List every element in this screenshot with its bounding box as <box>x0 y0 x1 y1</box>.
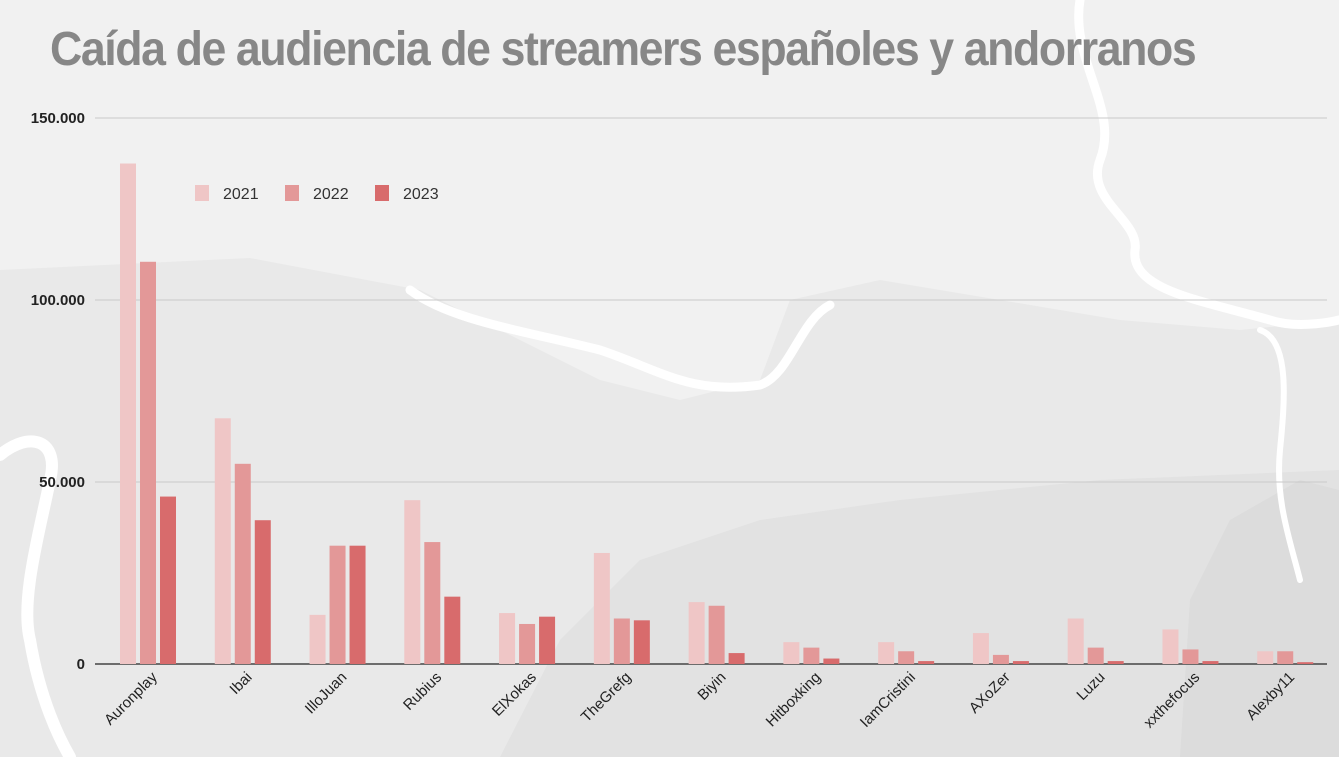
x-tick-label: ElXokas <box>489 669 540 720</box>
y-tick-label: 150.000 <box>31 110 85 127</box>
x-axis: Auronplay Ibai IlloJuan Rubius ElXokas TheGre… <box>101 668 1298 731</box>
bar-2021-illojuan <box>309 614 326 664</box>
bar-2022-hitboxking <box>803 647 820 664</box>
x-tick-label: TheGrefg <box>578 669 635 726</box>
x-tick-label: xxthefocus <box>1141 669 1204 732</box>
bar-2022-illojuan <box>329 545 346 664</box>
legend-label-2023: 2023 <box>403 186 439 203</box>
bar-2023-thegrefg <box>633 620 650 664</box>
bar-2022-ibai <box>234 463 251 664</box>
bar-2022-biyin <box>708 605 725 664</box>
y-tick-label: 50.000 <box>39 474 85 491</box>
bar-2022-elxokas <box>519 623 536 664</box>
x-tick-label: Hitboxking <box>763 669 825 731</box>
bar-2022-xxthefocus <box>1182 649 1199 664</box>
bar-2023-biyin <box>728 653 745 664</box>
bar-2022-auronplay <box>140 261 156 664</box>
bar-2023-alexby11 <box>1297 662 1314 664</box>
bar-2023-elxokas <box>539 616 556 664</box>
bar-2021-biyin <box>688 602 705 664</box>
legend-swatch-2022 <box>285 185 299 201</box>
bar-2023-auronplay <box>160 496 176 664</box>
bar-2023-xxthefocus <box>1202 661 1219 664</box>
bar-2023-iamcristini <box>918 661 935 664</box>
bar-2021-alexby11 <box>1257 651 1274 664</box>
bar-2022-iamcristini <box>898 651 915 664</box>
legend-label-2022: 2022 <box>313 186 349 203</box>
bar-2023-luzu <box>1107 661 1124 664</box>
bar-2022-luzu <box>1087 647 1104 664</box>
bar-2023-illojuan <box>349 545 366 664</box>
bar-2021-rubius <box>404 500 421 664</box>
legend-swatch-2021 <box>195 185 209 201</box>
bar-2023-hitboxking <box>823 658 840 664</box>
y-tick-label: 0 <box>77 656 85 673</box>
bar-2022-thegrefg <box>613 618 630 664</box>
x-tick-label: AXoZer <box>966 669 1014 717</box>
x-tick-label: Ibai <box>226 669 255 698</box>
bar-2023-rubius <box>444 596 461 664</box>
bar-2021-ibai <box>214 418 231 664</box>
bar-2021-luzu <box>1067 618 1084 664</box>
x-tick-label: Alexby11 <box>1243 669 1298 724</box>
bar-2021-thegrefg <box>593 552 610 664</box>
bar-2021-auronplay <box>120 163 136 664</box>
bar-2021-elxokas <box>499 613 516 664</box>
x-tick-label: IlloJuan <box>302 669 351 718</box>
x-tick-label: IamCristini <box>857 669 919 731</box>
x-tick-label: Rubius <box>400 669 445 714</box>
bar-2021-hitboxking <box>783 642 800 664</box>
x-tick-label: Auronplay <box>101 668 161 728</box>
legend-swatch-2023 <box>375 185 389 201</box>
bar-2021-xxthefocus <box>1162 629 1179 664</box>
x-tick-label: Luzu <box>1073 669 1108 704</box>
legend: 2021 2022 2023 <box>195 185 439 203</box>
bar-2022-axozer <box>992 654 1009 664</box>
bar-2021-iamcristini <box>878 642 895 664</box>
gridlines <box>95 117 1327 483</box>
bar-2022-alexby11 <box>1277 651 1294 664</box>
bar-2021-axozer <box>972 633 989 664</box>
bar-2022-rubius <box>424 542 441 664</box>
x-tick-label: Biyin <box>694 669 729 704</box>
legend-label-2021: 2021 <box>223 186 259 203</box>
bar-2023-ibai <box>254 520 271 664</box>
bars <box>120 163 1314 664</box>
bar-2023-axozer <box>1012 661 1029 664</box>
chart-title: Caída de audiencia de streamers españole… <box>50 23 1197 76</box>
y-tick-label: 100.000 <box>31 292 85 309</box>
